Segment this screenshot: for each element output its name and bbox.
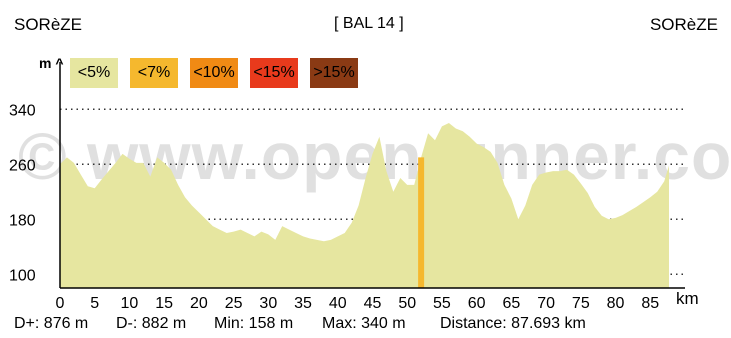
y-tick-label-260: 260	[9, 157, 36, 174]
x-tick-label-45: 45	[364, 295, 382, 312]
axes	[59, 62, 685, 289]
x-tick-label-65: 65	[502, 295, 520, 312]
x-tick-label-35: 35	[294, 295, 312, 312]
stat-distance: Distance: 87.693 km	[440, 315, 586, 332]
y-tick-label-340: 340	[9, 102, 36, 119]
y-tick-label-180: 180	[9, 212, 36, 229]
route-code: [ BAL 14 ]	[334, 15, 404, 32]
x-tick-label-70: 70	[537, 295, 555, 312]
x-tick-label-50: 50	[398, 295, 416, 312]
stat-d-plus: D+: 876 m	[14, 315, 89, 332]
legend-entry-lt7: <7%	[130, 58, 178, 88]
stat-d-minus: D-: 882 m	[116, 315, 187, 332]
legend-entry-lt5: <5%	[70, 58, 118, 88]
end-place: SORèZE	[649, 15, 718, 34]
y-axis-unit: m ^	[39, 55, 64, 71]
x-tick-label-25: 25	[225, 295, 243, 312]
y-tick-label-100: 100	[9, 267, 36, 284]
x-tick-label-40: 40	[329, 295, 347, 312]
start-place: SORèZE	[14, 15, 83, 34]
x-tick-label-20: 20	[190, 295, 208, 312]
steep-segment-0	[418, 157, 425, 288]
x-tick-label-80: 80	[607, 295, 625, 312]
y-ticks: 100 180 260 340	[9, 102, 36, 284]
legend-entry-gt15: >15%	[310, 58, 358, 88]
x-tick-label-15: 15	[155, 295, 173, 312]
x-ticks: 0 5 10 15 20 25 30 35 40 45 50 55 60 65 70 75 80 85	[56, 295, 660, 312]
x-axis-unit: km	[676, 289, 699, 308]
x-tick-label-55: 55	[433, 295, 451, 312]
area-series	[60, 123, 669, 288]
x-tick-label-0: 0	[56, 295, 65, 312]
x-tick-label-60: 60	[468, 295, 486, 312]
x-tick-label-30: 30	[259, 295, 277, 312]
legend-entry-lt15: <15%	[250, 58, 298, 88]
legend-entry-lt10: <10%	[190, 58, 238, 88]
elevation-area	[60, 123, 669, 288]
x-tick-label-85: 85	[641, 295, 659, 312]
x-tick-label-10: 10	[121, 295, 139, 312]
x-tick-label-5: 5	[90, 295, 99, 312]
stat-max: Max: 340 m	[322, 315, 406, 332]
stat-min: Min: 158 m	[214, 315, 294, 332]
x-tick-label-75: 75	[572, 295, 590, 312]
